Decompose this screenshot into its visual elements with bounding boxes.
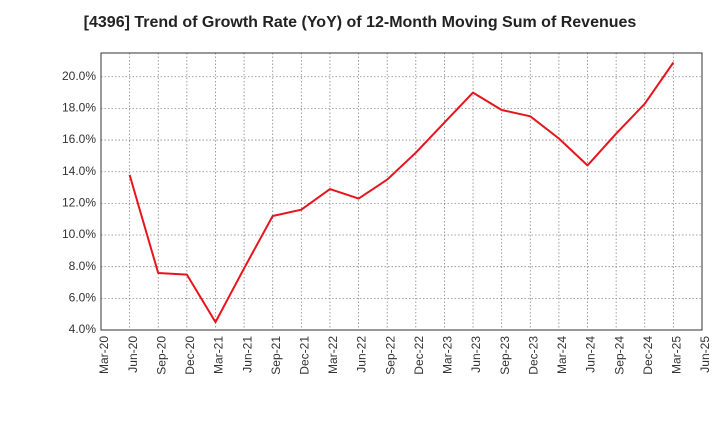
x-tick-label: Sep-24 (612, 336, 626, 375)
series-line (128, 61, 675, 324)
x-tick-label: Mar-21 (212, 336, 226, 374)
x-tick-label: Dec-22 (412, 336, 426, 375)
x-tick-label: Sep-22 (383, 336, 397, 375)
y-tick-label: 6.0% (69, 291, 97, 305)
x-tick-label: Dec-21 (298, 336, 312, 375)
plot-frame (100, 52, 703, 331)
grid-lines (100, 53, 703, 331)
y-tick-label: 4.0% (69, 322, 97, 336)
x-tick-label: Mar-23 (441, 336, 455, 374)
tick-labels: Mar-20 Jun-20 Sep-20 Dec-20 Mar-21 Jun-21 Sep-… (62, 69, 712, 375)
x-tick-label: Dec-23 (526, 336, 540, 375)
x-tick-label: Jun-25 (698, 336, 712, 373)
x-tick-label: Jun-20 (126, 336, 140, 373)
series-layer (128, 61, 675, 324)
x-tick-label: Sep-23 (498, 336, 512, 375)
y-tick-label: 12.0% (62, 196, 96, 210)
x-tick-label: Mar-25 (670, 336, 684, 374)
y-tick-label: 8.0% (69, 259, 97, 273)
x-tick-label: Mar-24 (555, 336, 569, 374)
x-tick-label: Jun-21 (240, 336, 254, 373)
x-tick-label: Jun-22 (355, 336, 369, 373)
x-tick-label: Mar-20 (97, 336, 111, 374)
x-tick-label: Jun-23 (469, 336, 483, 373)
x-tick-label: Sep-20 (154, 336, 168, 375)
x-tick-label: Sep-21 (269, 336, 283, 375)
chart-title: [4396] Trend of Growth Rate (YoY) of 12-… (83, 14, 637, 31)
y-tick-label: 20.0% (62, 69, 96, 83)
y-tick-label: 10.0% (62, 227, 96, 241)
x-tick-label: Mar-22 (326, 336, 340, 374)
y-tick-label: 14.0% (62, 164, 96, 178)
x-tick-label: Jun-24 (584, 336, 598, 373)
axes (100, 52, 703, 331)
x-tick-label: Dec-20 (183, 336, 197, 375)
y-tick-label: 18.0% (62, 101, 96, 115)
y-tick-label: 16.0% (62, 132, 96, 146)
x-tick-label: Dec-24 (641, 336, 655, 375)
